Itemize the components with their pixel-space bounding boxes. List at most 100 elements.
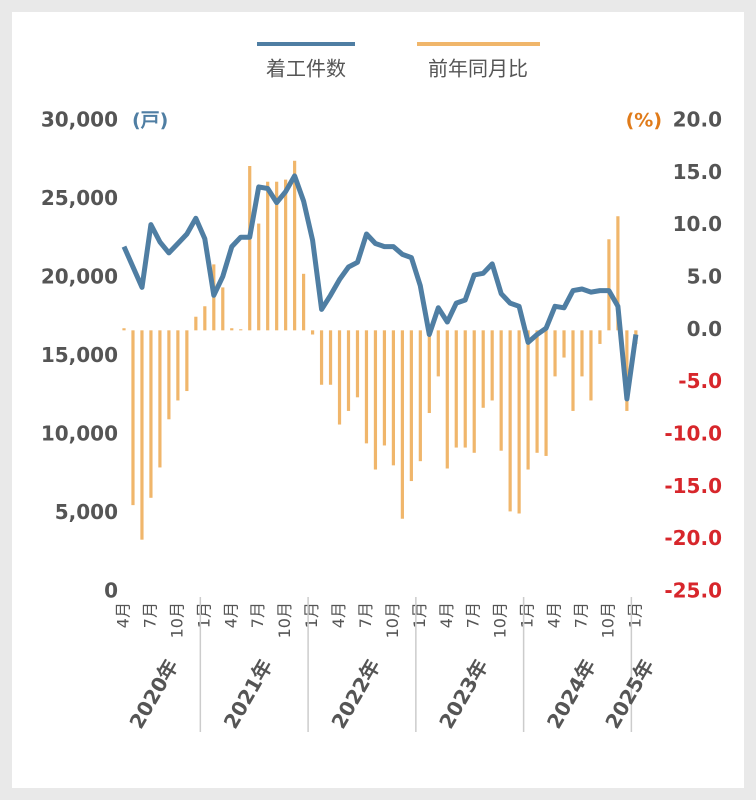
bar [203,306,207,331]
left-unit: (戸) [132,110,168,132]
y2-tick-label: -20.0 [664,526,722,550]
bar [373,330,378,470]
bar [400,330,404,519]
bar [580,330,584,377]
bar [122,328,126,331]
legend-label: 着工件数 [266,57,346,81]
bar [544,330,548,456]
bar [248,166,252,331]
y-tick-label: 25,000 [41,186,118,210]
bar [266,181,270,331]
y2-tick-label: 15.0 [673,160,722,184]
y2-tick-label: -25.0 [664,579,722,603]
bar [508,330,512,512]
bar [310,330,315,335]
bar [185,330,189,392]
x-tick-label: 1月 [302,602,321,628]
y-tick-label: 10,000 [41,422,118,446]
bar [257,223,261,331]
bar [230,328,234,331]
bar [490,330,494,401]
bar [481,330,485,408]
y2-tick-label: 5.0 [687,265,722,289]
x-tick-label: 10月 [167,602,186,638]
bar [293,160,297,331]
x-tick-label: 10月 [491,602,510,638]
bar [364,330,369,444]
y2-tick-label: 20.0 [673,108,722,132]
bar [337,330,342,425]
bar [149,330,153,498]
x-tick-label: 7月 [356,602,375,628]
x-tick-label: 4月 [437,602,456,628]
y-tick-label: 15,000 [41,343,118,367]
bar [275,181,279,331]
bar [409,330,413,482]
y-tick-label: 5,000 [55,500,118,524]
y2-tick-label: -10.0 [664,422,722,446]
bar [328,330,333,385]
bar [454,330,458,448]
bar [391,330,395,466]
bar [598,330,602,344]
x-tick-label: 1月 [518,602,537,628]
x-tick-label: 1月 [194,602,213,628]
x-tick-label: 1月 [625,602,644,628]
bar [499,330,503,451]
bar [472,330,476,453]
x-tick-label: 10月 [275,602,294,638]
bar [346,330,351,411]
line [121,173,639,402]
bar [526,330,530,470]
bar [319,330,324,385]
x-tick-label: 4月 [114,602,133,628]
bar [167,330,171,420]
bar [436,330,440,377]
bar [535,330,539,453]
bar [382,330,387,446]
bar [194,316,198,331]
x-tick-label: 10月 [598,602,617,638]
bar [418,330,422,462]
x-tick-label: 4月 [329,602,348,628]
y2-tick-label: -5.0 [678,369,722,393]
bar [427,330,431,414]
bar [239,329,243,331]
x-tick-label: 7月 [464,602,483,628]
bar [616,216,620,331]
bar [562,330,566,358]
bar [131,330,135,506]
bar [140,330,144,540]
x-tick-label: 4月 [221,602,240,628]
bar [571,330,575,411]
y-tick-label: 20,000 [41,265,118,289]
y2-tick-label: 10.0 [673,212,722,236]
x-tick-label: 7月 [140,602,159,628]
legend-label: 前年同月比 [428,57,528,81]
x-tick-label: 1月 [410,602,429,628]
bar [607,239,611,331]
right-unit: (%) [626,110,662,132]
bar [158,330,162,468]
bar [553,330,557,377]
bar [463,330,467,448]
y2-tick-label: -15.0 [664,474,722,498]
bar [625,330,629,411]
bar [284,179,288,331]
bar [445,330,449,469]
bar [589,330,593,401]
x-tick-label: 10月 [383,602,402,638]
x-tick-label: 7月 [571,602,590,628]
x-tick-label: 7月 [248,602,267,628]
bar [355,330,360,398]
y2-tick-label: 0.0 [687,317,722,341]
bar [517,330,521,514]
y-tick-label: 30,000 [41,108,118,132]
bar [302,273,306,331]
bar [221,287,225,331]
y-tick-label: 0 [104,579,118,603]
x-tick-label: 4月 [545,602,564,628]
bar [176,330,180,401]
